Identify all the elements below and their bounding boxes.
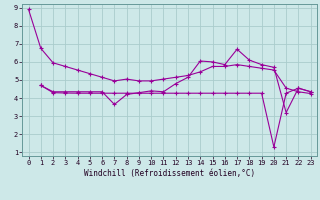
X-axis label: Windchill (Refroidissement éolien,°C): Windchill (Refroidissement éolien,°C) — [84, 169, 255, 178]
